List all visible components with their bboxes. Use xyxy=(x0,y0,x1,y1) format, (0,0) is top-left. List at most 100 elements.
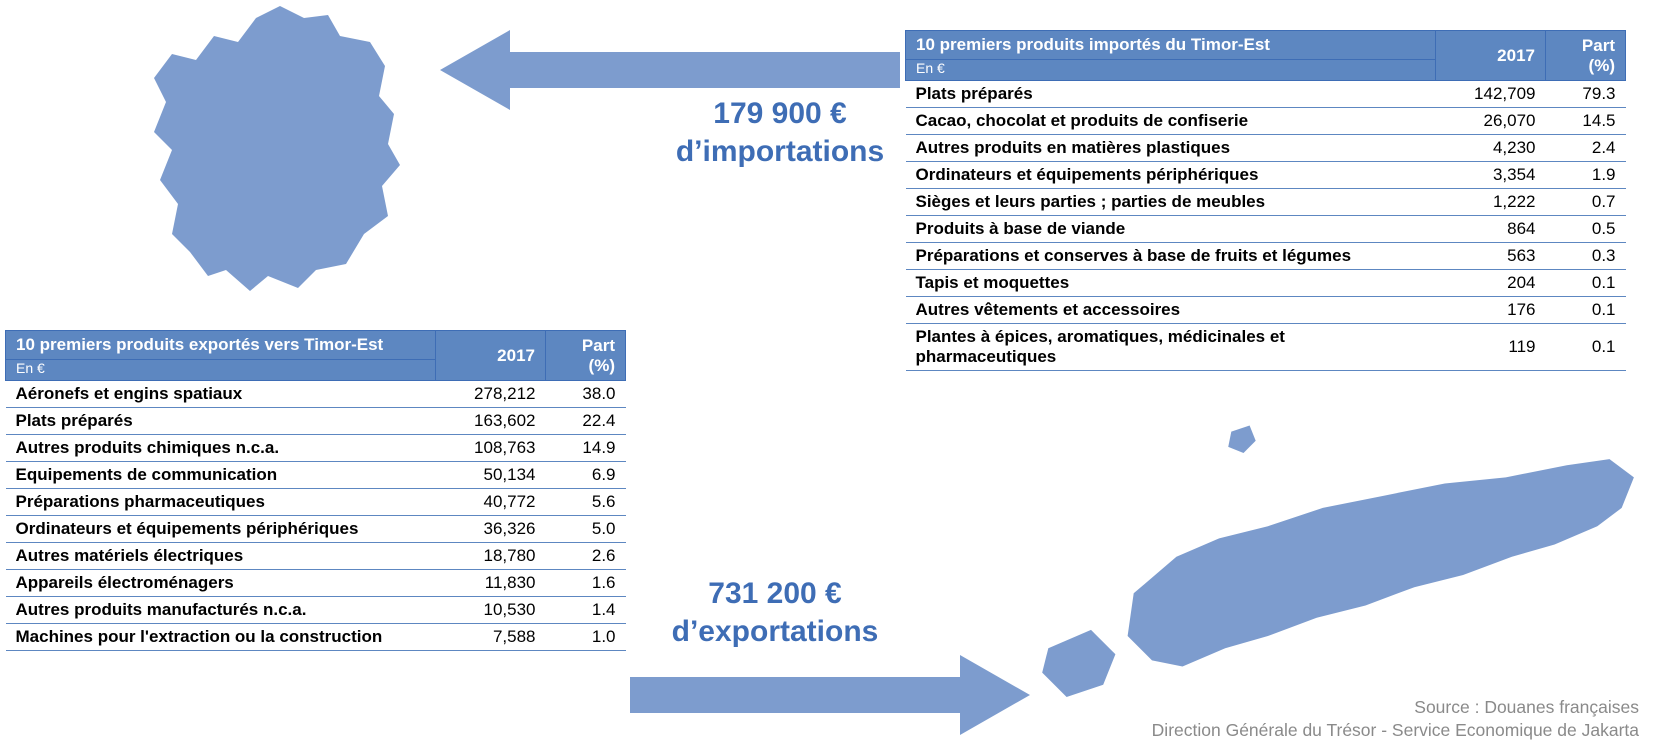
table-row: Sièges et leurs parties ; parties de meu… xyxy=(906,189,1626,216)
table-row: Ordinateurs et équipements périphériques… xyxy=(906,162,1626,189)
row-value: 3,354 xyxy=(1436,162,1546,189)
row-label: Ordinateurs et équipements périphériques xyxy=(6,516,436,543)
table-row: Autres matériels électriques18,7802.6 xyxy=(6,543,626,570)
table-row: Plats préparés163,60222.4 xyxy=(6,408,626,435)
table-row: Aéronefs et engins spatiaux278,21238.0 xyxy=(6,381,626,408)
source-line2: Direction Générale du Trésor - Service E… xyxy=(1152,719,1639,743)
exports-table-unit: En € xyxy=(6,360,436,381)
row-part: 0.3 xyxy=(1546,243,1626,270)
row-part: 6.9 xyxy=(546,462,626,489)
row-part: 22.4 xyxy=(546,408,626,435)
table-row: Autres produits en matières plastiques4,… xyxy=(906,135,1626,162)
row-part: 1.9 xyxy=(1546,162,1626,189)
row-part: 1.4 xyxy=(546,597,626,624)
row-part: 14.9 xyxy=(546,435,626,462)
exports-table-title: 10 premiers produits exportés vers Timor… xyxy=(6,331,436,360)
row-part: 2.4 xyxy=(1546,135,1626,162)
source-line1: Source : Douanes françaises xyxy=(1152,696,1639,720)
row-value: 204 xyxy=(1436,270,1546,297)
row-value: 36,326 xyxy=(436,516,546,543)
row-part: 5.6 xyxy=(546,489,626,516)
timor-map xyxy=(1030,420,1640,730)
imports-table: 10 premiers produits importés du Timor-E… xyxy=(905,30,1626,371)
row-value: 11,830 xyxy=(436,570,546,597)
row-label: Autres produits en matières plastiques xyxy=(906,135,1436,162)
exports-col-year: 2017 xyxy=(436,331,546,381)
imports-amount: 179 900 € xyxy=(713,97,846,130)
row-value: 1,222 xyxy=(1436,189,1546,216)
row-part: 14.5 xyxy=(1546,108,1626,135)
row-label: Tapis et moquettes xyxy=(906,270,1436,297)
row-label: Autres produits chimiques n.c.a. xyxy=(6,435,436,462)
row-label: Sièges et leurs parties ; parties de meu… xyxy=(906,189,1436,216)
row-part: 2.6 xyxy=(546,543,626,570)
table-row: Plantes à épices, aromatiques, médicinal… xyxy=(906,324,1626,371)
table-row: Equipements de communication50,1346.9 xyxy=(6,462,626,489)
row-value: 864 xyxy=(1436,216,1546,243)
row-label: Machines pour l'extraction ou la constru… xyxy=(6,624,436,651)
row-value: 26,070 xyxy=(1436,108,1546,135)
table-row: Produits à base de viande8640.5 xyxy=(906,216,1626,243)
row-value: 18,780 xyxy=(436,543,546,570)
row-value: 4,230 xyxy=(1436,135,1546,162)
row-part: 0.7 xyxy=(1546,189,1626,216)
row-label: Autres matériels électriques xyxy=(6,543,436,570)
imports-table-title: 10 premiers produits importés du Timor-E… xyxy=(906,31,1436,60)
row-part: 0.1 xyxy=(1546,324,1626,371)
row-value: 10,530 xyxy=(436,597,546,624)
row-label: Plantes à épices, aromatiques, médicinal… xyxy=(906,324,1436,371)
imports-col-year: 2017 xyxy=(1436,31,1546,81)
france-map xyxy=(130,0,430,300)
imports-caption: d’importations xyxy=(676,135,884,168)
row-part: 5.0 xyxy=(546,516,626,543)
row-value: 278,212 xyxy=(436,381,546,408)
row-value: 108,763 xyxy=(436,435,546,462)
row-value: 142,709 xyxy=(1436,81,1546,108)
exports-col-part: Part (%) xyxy=(546,331,626,381)
exports-caption: d’exportations xyxy=(672,615,879,648)
table-row: Cacao, chocolat et produits de confiseri… xyxy=(906,108,1626,135)
row-label: Plats préparés xyxy=(6,408,436,435)
table-row: Tapis et moquettes2040.1 xyxy=(906,270,1626,297)
table-row: Autres vêtements et accessoires1760.1 xyxy=(906,297,1626,324)
table-row: Machines pour l'extraction ou la constru… xyxy=(6,624,626,651)
source-credit: Source : Douanes françaises Direction Gé… xyxy=(1152,696,1639,743)
row-value: 176 xyxy=(1436,297,1546,324)
row-label: Equipements de communication xyxy=(6,462,436,489)
row-label: Produits à base de viande xyxy=(906,216,1436,243)
row-label: Cacao, chocolat et produits de confiseri… xyxy=(906,108,1436,135)
table-row: Appareils électroménagers11,8301.6 xyxy=(6,570,626,597)
exports-amount: 731 200 € xyxy=(708,577,841,610)
row-value: 40,772 xyxy=(436,489,546,516)
row-part: 0.1 xyxy=(1546,270,1626,297)
row-label: Autres vêtements et accessoires xyxy=(906,297,1436,324)
table-row: Ordinateurs et équipements périphériques… xyxy=(6,516,626,543)
row-part: 38.0 xyxy=(546,381,626,408)
imports-amount-label: 179 900 € d’importations xyxy=(640,95,920,170)
row-part: 0.5 xyxy=(1546,216,1626,243)
row-value: 7,588 xyxy=(436,624,546,651)
row-value: 50,134 xyxy=(436,462,546,489)
table-row: Préparations pharmaceutiques40,7725.6 xyxy=(6,489,626,516)
row-label: Autres produits manufacturés n.c.a. xyxy=(6,597,436,624)
row-label: Aéronefs et engins spatiaux xyxy=(6,381,436,408)
row-label: Plats préparés xyxy=(906,81,1436,108)
row-label: Appareils électroménagers xyxy=(6,570,436,597)
row-value: 563 xyxy=(1436,243,1546,270)
arrow-right-icon xyxy=(630,655,1030,740)
exports-amount-label: 731 200 € d’exportations xyxy=(635,575,915,650)
row-value: 119 xyxy=(1436,324,1546,371)
row-part: 1.6 xyxy=(546,570,626,597)
table-row: Plats préparés142,70979.3 xyxy=(906,81,1626,108)
row-label: Préparations et conserves à base de frui… xyxy=(906,243,1436,270)
table-row: Autres produits manufacturés n.c.a.10,53… xyxy=(6,597,626,624)
row-part: 0.1 xyxy=(1546,297,1626,324)
row-part: 79.3 xyxy=(1546,81,1626,108)
imports-col-part: Part (%) xyxy=(1546,31,1626,81)
exports-table: 10 premiers produits exportés vers Timor… xyxy=(5,330,626,651)
row-value: 163,602 xyxy=(436,408,546,435)
table-row: Préparations et conserves à base de frui… xyxy=(906,243,1626,270)
imports-table-unit: En € xyxy=(906,60,1436,81)
row-label: Préparations pharmaceutiques xyxy=(6,489,436,516)
row-label: Ordinateurs et équipements périphériques xyxy=(906,162,1436,189)
